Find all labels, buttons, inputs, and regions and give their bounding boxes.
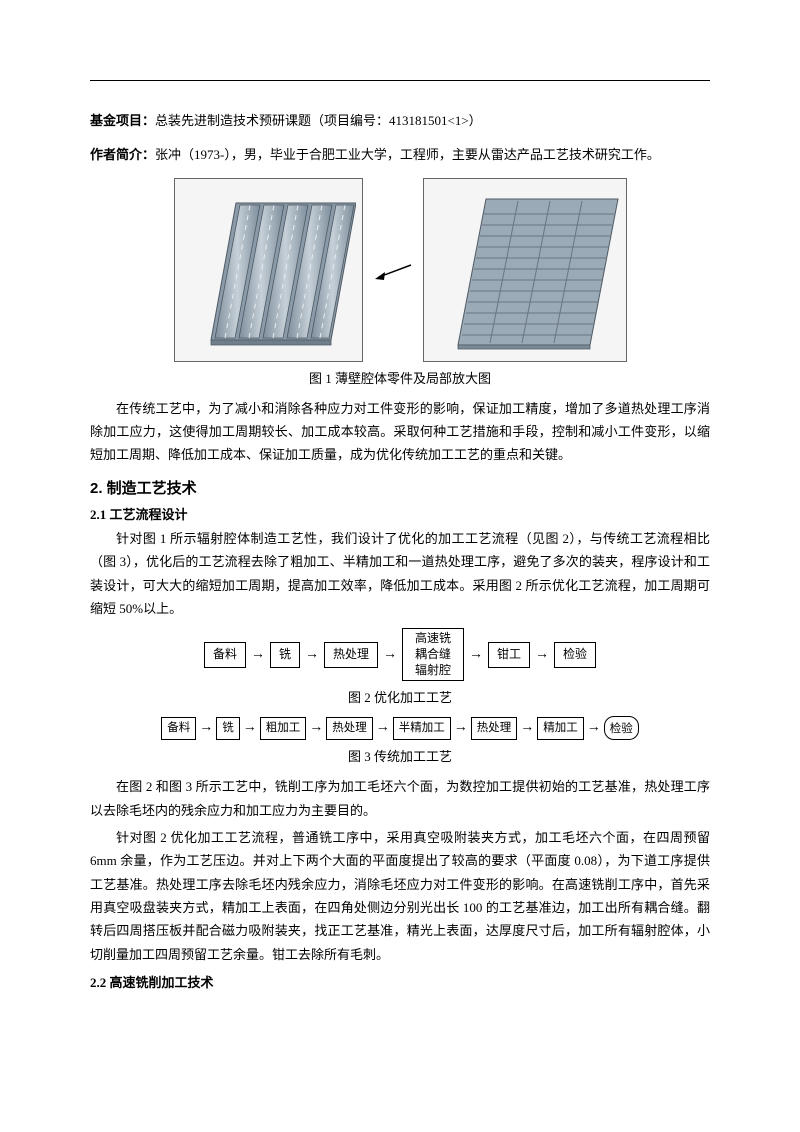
figure-1-caption: 图 1 薄壁腔体零件及局部放大图 [90,368,710,387]
arrow-icon: → [250,648,266,662]
flow2-node-5: 检验 [554,642,596,668]
fund-label: 基金项目： [90,113,155,128]
flow2-node-2: 热处理 [324,642,378,668]
arrow-icon: → [519,721,535,735]
fund-text: 总装先进制造技术预研课题（项目编号：413181501<1>） [155,113,482,128]
arrow-icon: → [375,721,391,735]
top-rule [90,80,710,81]
figure-1: 图 1 薄壁腔体零件及局部放大图 [90,178,710,387]
fund-line: 基金项目：总装先进制造技术预研课题（项目编号：413181501<1>） [90,111,710,132]
flowchart-traditional: 备料 → 铣 → 粗加工 → 热处理 → 半精加工 → 热处理 → 精加工 → … [90,716,710,740]
figure-1-right-panel [423,178,627,362]
arrow-between-icon [373,255,413,285]
author-label: 作者简介： [90,147,155,162]
page: 基金项目：总装先进制造技术预研课题（项目编号：413181501<1>） 作者简… [0,0,800,1132]
flow3-node-2: 粗加工 [260,717,307,740]
figure-1-left-panel [174,178,363,362]
flow2-node-4: 钳工 [488,642,530,668]
arrow-icon: → [308,721,324,735]
flow2-node-3: 高速铣 耦合缝 辐射腔 [402,628,464,681]
flow3-node-4: 半精加工 [393,717,451,740]
flow2-node-0: 备料 [204,642,246,668]
arrow-icon: → [198,721,214,735]
arrow-icon: → [453,721,469,735]
author-text: 张冲（1973-），男，毕业于合肥工业大学，工程师，主要从雷达产品工艺技术研究工… [155,147,660,162]
flow3-node-5: 热处理 [471,717,518,740]
section-2-title: 2. 制造工艺技术 [90,477,710,498]
arrow-icon: → [468,648,484,662]
arrow-icon: → [586,721,602,735]
para-traditional: 在传统工艺中，为了减小和消除各种应力对工件变形的影响，保证加工精度，增加了多道热… [90,397,710,467]
flow3-node-7: 检验 [604,716,639,740]
figure-1-panels [90,178,710,362]
figure-2-caption: 图 2 优化加工工艺 [90,687,710,706]
para-2-1-c: 针对图 2 优化加工工艺流程，普通铣工序中，采用真空吸附装夹方式，加工毛坯六个面… [90,826,710,966]
flow3-node-1: 铣 [216,717,240,740]
flow3-node-6: 精加工 [537,717,584,740]
arrow-icon: → [534,648,550,662]
flow3-node-0: 备料 [161,717,196,740]
flow3-node-3: 热处理 [326,717,373,740]
flowchart-optimized: 备料 → 铣 → 热处理 → 高速铣 耦合缝 辐射腔 → 钳工 → 检验 [90,628,710,681]
arrow-icon: → [242,721,258,735]
flow2-node-1: 铣 [270,642,300,668]
arrow-icon: → [304,648,320,662]
para-2-1-b: 在图 2 和图 3 所示工艺中，铣削工序为加工毛坯六个面，为数控加工提供初始的工… [90,775,710,822]
para-2-1-a: 针对图 1 所示辐射腔体制造工艺性，我们设计了优化的加工工艺流程（见图 2），与… [90,527,710,621]
slotted-plate-svg [430,185,620,355]
ribbed-plate-svg [181,185,356,355]
arrow-icon: → [382,648,398,662]
figure-3-caption: 图 3 传统加工工艺 [90,746,710,765]
section-2-2-title: 2.2 高速铣削加工技术 [90,972,710,991]
author-line: 作者简介：张冲（1973-），男，毕业于合肥工业大学，工程师，主要从雷达产品工艺… [90,145,710,166]
section-2-1-title: 2.1 工艺流程设计 [90,504,710,523]
